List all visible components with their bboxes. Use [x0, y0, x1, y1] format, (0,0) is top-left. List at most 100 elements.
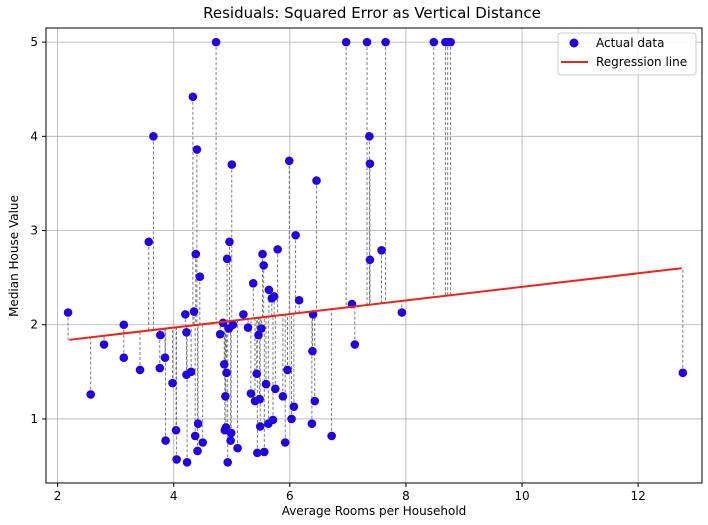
data-point — [365, 132, 374, 141]
data-point — [327, 431, 336, 441]
data-point — [271, 384, 280, 394]
data-point — [227, 160, 237, 169]
y-tick-label: 3 — [30, 224, 38, 238]
x-axis-ticks: 2 4 6 8 10 12 — [54, 483, 646, 503]
data-point — [181, 310, 190, 319]
legend: Actual data Regression line — [557, 32, 697, 76]
data-point — [193, 446, 202, 456]
data-point — [186, 367, 196, 377]
data-point — [291, 230, 300, 240]
x-tick-label: 8 — [402, 489, 410, 503]
data-point — [429, 37, 439, 47]
data-point — [188, 92, 198, 102]
data-point — [307, 419, 317, 428]
data-point — [312, 176, 321, 185]
data-point — [239, 310, 248, 319]
data-point — [222, 368, 231, 378]
data-point — [253, 448, 262, 458]
y-tick-label: 1 — [30, 412, 38, 426]
data-point — [254, 330, 263, 340]
data-point — [228, 320, 238, 330]
data-point — [221, 423, 231, 432]
data-point — [252, 369, 262, 379]
data-point — [381, 37, 390, 47]
y-axis-label: Median House Value — [7, 195, 21, 317]
data-point — [257, 324, 266, 333]
data-point — [119, 353, 129, 363]
data-point — [261, 379, 271, 389]
data-point — [225, 237, 234, 247]
data-point — [215, 329, 225, 339]
data-point — [226, 436, 235, 445]
data-point — [246, 389, 256, 398]
y-tick-label: 2 — [30, 318, 38, 332]
data-point — [289, 402, 299, 411]
data-point — [255, 394, 264, 404]
data-point — [308, 346, 317, 356]
data-point — [365, 255, 375, 265]
data-point — [269, 292, 279, 301]
data-point — [258, 249, 267, 259]
data-point — [63, 308, 73, 317]
data-point — [168, 378, 177, 388]
data-point — [264, 285, 274, 295]
data-point — [268, 415, 278, 425]
data-point — [211, 37, 221, 47]
data-point — [280, 438, 290, 447]
data-point — [365, 159, 375, 168]
data-point — [259, 447, 269, 457]
data-point — [226, 428, 236, 438]
data-point — [135, 365, 145, 375]
data-point — [243, 323, 253, 332]
y-tick-label: 5 — [30, 35, 38, 49]
data-point — [278, 392, 288, 401]
data-point — [182, 457, 192, 467]
data-point — [192, 145, 202, 154]
x-tick-label: 6 — [286, 489, 294, 503]
data-point — [446, 37, 455, 47]
data-point — [144, 237, 154, 247]
data-point — [362, 37, 372, 47]
x-tick-label: 12 — [631, 489, 646, 503]
data-point — [259, 261, 268, 270]
data-point — [678, 368, 688, 378]
data-points — [63, 37, 688, 467]
data-point — [221, 392, 230, 401]
data-point — [190, 431, 200, 441]
data-point — [156, 330, 165, 340]
data-point — [195, 272, 205, 281]
plot-background — [46, 28, 702, 483]
data-point — [377, 246, 386, 255]
data-point — [193, 419, 203, 428]
data-point — [284, 156, 294, 166]
data-point — [310, 396, 320, 406]
data-point — [294, 295, 304, 305]
x-axis-label: Average Rooms per Household — [282, 504, 467, 518]
regression-line — [69, 267, 682, 341]
data-point — [223, 457, 233, 467]
legend-box — [557, 32, 697, 76]
data-point — [191, 249, 201, 259]
y-axis-ticks: 1 2 3 4 5 — [30, 35, 46, 426]
data-point — [350, 340, 360, 349]
data-point — [99, 340, 109, 349]
data-point — [155, 363, 165, 373]
x-tick-label: 2 — [54, 489, 62, 503]
x-tick-label: 4 — [170, 489, 178, 503]
data-point — [287, 414, 296, 424]
x-tick-label: 10 — [514, 489, 529, 503]
data-point — [171, 425, 181, 435]
data-point — [283, 365, 292, 375]
data-point — [161, 436, 170, 445]
data-point — [233, 443, 242, 453]
data-point — [172, 455, 181, 464]
data-point — [149, 132, 158, 141]
data-point — [219, 360, 229, 369]
data-point — [160, 353, 170, 363]
plot-frame — [45, 27, 703, 484]
data-point — [86, 390, 96, 399]
data-point — [119, 320, 129, 330]
legend-marker-actual-data — [569, 38, 579, 48]
